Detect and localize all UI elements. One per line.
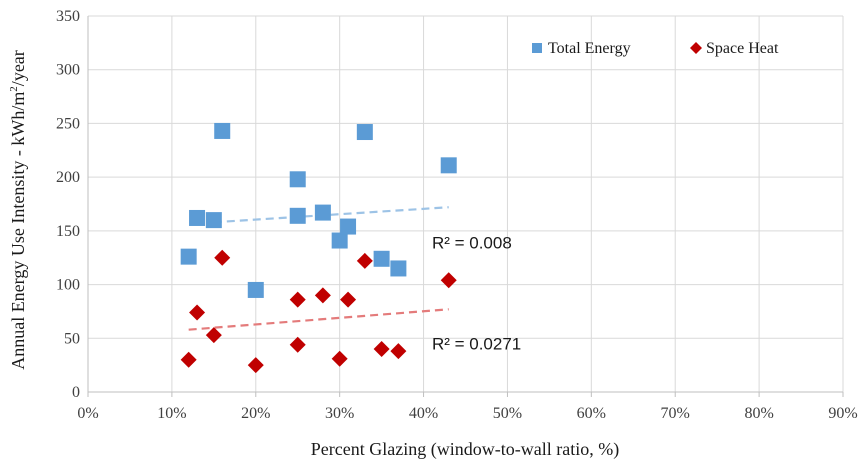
point-total-energy [289, 171, 306, 188]
x-tick-label: 40% [409, 405, 438, 422]
point-total-energy [356, 124, 373, 141]
point-total-energy [214, 122, 231, 139]
point-total-energy [331, 232, 348, 249]
point-space-heat [314, 287, 331, 304]
point-space-heat [205, 327, 222, 344]
x-tick-label: 70% [661, 405, 690, 422]
x-tick-label: 50% [493, 405, 522, 422]
legend-label-total-energy: Total Energy [548, 40, 631, 57]
point-total-energy [440, 157, 457, 174]
trendlines [188, 206, 449, 331]
x-tick-label: 90% [828, 405, 857, 422]
gridlines [88, 15, 844, 392]
x-tick-label: 20% [241, 405, 270, 422]
point-total-energy [189, 209, 206, 226]
trendline-space-heat [188, 308, 449, 331]
point-space-heat [247, 357, 264, 374]
point-space-heat [214, 249, 231, 266]
legend-marker-space-heat [690, 42, 702, 54]
y-tick-label: 350 [56, 8, 80, 25]
y-tick-label: 150 [56, 223, 80, 240]
y-tick-label: 100 [56, 277, 80, 294]
point-total-energy [247, 281, 264, 298]
point-space-heat [189, 304, 206, 321]
point-space-heat [331, 350, 348, 367]
legend-label-space-heat: Space Heat [706, 40, 779, 57]
axes: 0 50 100 150 200 250 300 350 0% 10% 20% 30% 40% 50% 60… [56, 8, 858, 422]
data-points [180, 122, 457, 374]
y-tick-label: 250 [56, 115, 80, 132]
x-tick-label: 80% [744, 405, 773, 422]
r2-label-total-energy: R² = 0.008 [432, 234, 512, 253]
y-axis-title-suffix: /year [8, 50, 28, 86]
annotations: R² = 0.008 R² = 0.0271 [432, 234, 521, 354]
point-space-heat [340, 291, 357, 308]
point-total-energy [205, 212, 222, 229]
y-tick-label: 50 [64, 330, 80, 347]
point-space-heat [390, 343, 407, 360]
legend-marker-total-energy [532, 43, 542, 53]
x-tick-label: 10% [157, 405, 186, 422]
point-space-heat [440, 272, 457, 289]
point-space-heat [180, 351, 197, 368]
point-total-energy [340, 218, 357, 235]
y-axis-title: Annual Energy Use Intensity - kWh/m2/yea… [8, 50, 28, 370]
point-space-heat [289, 291, 306, 308]
legend: Total Energy Space Heat [532, 40, 779, 57]
point-space-heat [373, 341, 390, 358]
y-axis-title-superscript: 2 [8, 86, 20, 92]
x-tick-label: 60% [577, 405, 606, 422]
y-tick-label: 200 [56, 169, 80, 186]
y-tick-label: 300 [56, 62, 80, 79]
x-axis-title: Percent Glazing (window-to-wall ratio, %… [311, 439, 619, 460]
x-tick-label: 30% [325, 405, 354, 422]
y-tick-label: 0 [72, 384, 80, 401]
trendline-total-energy [213, 206, 449, 224]
point-space-heat [289, 336, 306, 353]
point-total-energy [373, 250, 390, 267]
point-total-energy [390, 260, 407, 277]
y-axis-title-main: Annual Energy Use Intensity - kWh/m [8, 92, 28, 370]
point-total-energy [314, 204, 331, 221]
point-space-heat [356, 252, 373, 269]
point-total-energy [289, 207, 306, 224]
point-total-energy [180, 248, 197, 265]
x-tick-label: 0% [77, 405, 98, 422]
r2-label-space-heat: R² = 0.0271 [432, 335, 521, 354]
